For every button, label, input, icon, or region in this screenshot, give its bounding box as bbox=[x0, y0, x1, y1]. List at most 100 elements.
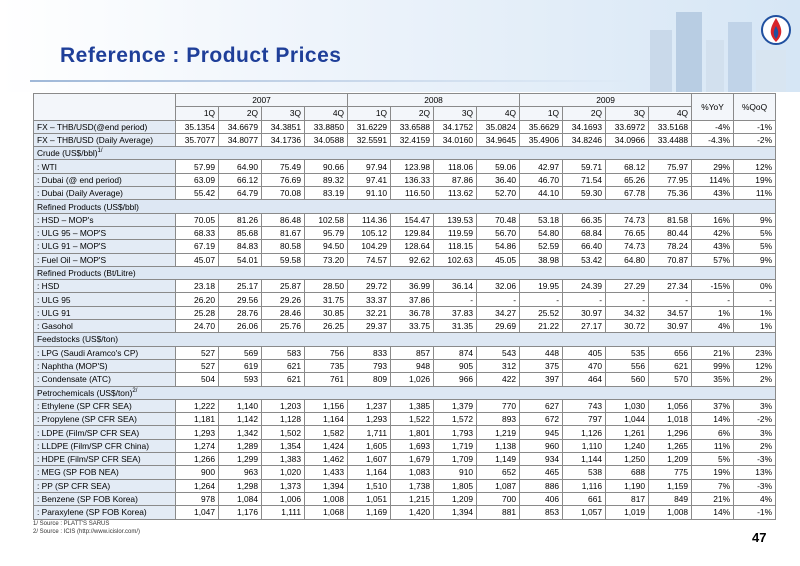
value-cell: 375 bbox=[519, 358, 564, 374]
value-cell: 19% bbox=[733, 172, 777, 188]
row-label: : Condensate (ATC) bbox=[33, 372, 176, 387]
value-cell: 1,299 bbox=[218, 452, 262, 467]
value-cell: 75.36 bbox=[648, 186, 693, 201]
value-cell: 76.69 bbox=[261, 172, 305, 188]
value-cell: 59.71 bbox=[562, 159, 607, 174]
value-cell: -3% bbox=[733, 478, 777, 493]
value-cell: 672 bbox=[519, 412, 564, 427]
value-cell: 1,222 bbox=[175, 398, 219, 414]
value-cell: 102.63 bbox=[433, 252, 478, 267]
value-cell: 1,462 bbox=[303, 452, 349, 467]
value-cell: 1,128 bbox=[261, 412, 305, 427]
value-cell: 1,293 bbox=[175, 425, 219, 440]
value-cell: 900 bbox=[175, 465, 219, 480]
quarter-header: 4Q bbox=[303, 106, 349, 121]
value-cell: 75.49 bbox=[261, 159, 305, 174]
value-cell: -1% bbox=[733, 505, 777, 520]
value-cell: 81.58 bbox=[648, 212, 693, 227]
price-table: 2007 2008 2009 %YoY %QoQ 1Q 2Q 3Q 4Q 1Q 2Q 3Q 4Q 1Q 2Q… bbox=[32, 92, 777, 520]
value-cell: 35.0824 bbox=[476, 119, 521, 134]
value-cell: 12% bbox=[733, 159, 777, 174]
value-cell: 1,801 bbox=[390, 425, 435, 440]
value-cell: 1,126 bbox=[562, 425, 607, 440]
value-cell: 57.99 bbox=[175, 159, 219, 174]
value-cell: 59.30 bbox=[562, 186, 607, 201]
value-cell: 99% bbox=[691, 358, 735, 374]
value-cell: 34.1736 bbox=[261, 132, 305, 148]
value-cell: 817 bbox=[605, 491, 650, 507]
value-cell: 64.79 bbox=[218, 186, 262, 201]
value-cell: 1,289 bbox=[218, 438, 262, 454]
value-cell: 29.69 bbox=[476, 319, 521, 334]
value-cell: 59.58 bbox=[261, 252, 305, 267]
value-cell: 1,693 bbox=[390, 438, 435, 454]
value-cell: - bbox=[648, 292, 693, 307]
value-cell: -2% bbox=[733, 132, 777, 148]
value-cell: 129.84 bbox=[390, 225, 435, 241]
value-cell: 86.48 bbox=[261, 212, 305, 227]
value-cell: 5% bbox=[733, 239, 777, 254]
value-cell: 31.75 bbox=[303, 292, 349, 307]
value-cell: 853 bbox=[519, 505, 564, 520]
year-header: 2009 bbox=[519, 92, 693, 108]
value-cell: 123.98 bbox=[390, 159, 435, 174]
value-cell: 76.65 bbox=[605, 225, 650, 241]
value-cell: 24.70 bbox=[175, 319, 219, 334]
value-cell: 1,020 bbox=[261, 465, 305, 480]
value-cell: 945 bbox=[519, 425, 564, 440]
value-cell: 74.73 bbox=[605, 212, 650, 227]
footnotes: 1/ Source : PLATT'S SARUS 2/ Source : ICI… bbox=[33, 520, 140, 536]
value-cell: 1,266 bbox=[175, 452, 219, 467]
value-cell: 14% bbox=[691, 412, 735, 427]
value-cell: 1,522 bbox=[390, 412, 435, 427]
quarter-header: 2Q bbox=[218, 106, 262, 121]
value-cell: 1,006 bbox=[261, 491, 305, 507]
value-cell: 756 bbox=[303, 345, 349, 360]
value-cell: 406 bbox=[519, 491, 564, 507]
value-cell: 1% bbox=[691, 305, 735, 321]
value-cell: 63.09 bbox=[175, 172, 219, 188]
value-cell: 16% bbox=[691, 212, 735, 227]
data-row: FX – THB/USD (Daily Average) 35.7077 34.80… bbox=[33, 132, 777, 148]
value-cell: 1,420 bbox=[390, 505, 435, 520]
value-cell: 33.5168 bbox=[648, 119, 693, 134]
value-cell: 886 bbox=[519, 478, 564, 493]
value-cell: 1,047 bbox=[175, 505, 219, 520]
row-label: : Dubai (@ end period) bbox=[33, 172, 176, 188]
value-cell: 56.70 bbox=[476, 225, 521, 241]
quarter-header: 1Q bbox=[347, 106, 392, 121]
value-cell: 543 bbox=[476, 345, 521, 360]
value-cell: 1,510 bbox=[347, 478, 392, 493]
header-rule bbox=[30, 80, 630, 82]
value-cell: 5% bbox=[733, 225, 777, 241]
value-cell: 1,138 bbox=[476, 438, 521, 454]
value-cell: 570 bbox=[648, 372, 693, 387]
data-row: : ULG 95 – MOP'S 68.33 85.68 81.67 95.79 105.… bbox=[33, 225, 777, 241]
value-cell: 1,605 bbox=[347, 438, 392, 454]
value-cell: -15% bbox=[691, 279, 735, 294]
value-cell: 0% bbox=[733, 279, 777, 294]
value-cell: 1,215 bbox=[390, 491, 435, 507]
value-cell: 37.86 bbox=[390, 292, 435, 307]
value-cell: 627 bbox=[519, 398, 564, 414]
quarter-header: 4Q bbox=[476, 106, 521, 121]
value-cell: 31.6229 bbox=[347, 119, 392, 134]
row-label: : HDPE (Film/SP CFR SEA) bbox=[33, 452, 176, 467]
value-cell: 465 bbox=[519, 465, 564, 480]
value-cell: 36.40 bbox=[476, 172, 521, 188]
row-label: : Paraxylene (SP FOB Korea) bbox=[33, 505, 176, 520]
value-cell: 68.12 bbox=[605, 159, 650, 174]
building bbox=[706, 40, 724, 92]
value-cell: 905 bbox=[433, 358, 478, 374]
value-cell: 43% bbox=[691, 186, 735, 201]
value-cell: 29.37 bbox=[347, 319, 392, 334]
value-cell: 1,169 bbox=[347, 505, 392, 520]
data-row: : Paraxylene (SP FOB Korea) 1,047 1,176 1,1… bbox=[33, 505, 777, 520]
value-cell: 661 bbox=[562, 491, 607, 507]
value-cell: 1% bbox=[733, 305, 777, 321]
value-cell: 21% bbox=[691, 345, 735, 360]
value-cell: 1,293 bbox=[347, 412, 392, 427]
value-cell: 910 bbox=[433, 465, 478, 480]
value-cell: 102.58 bbox=[303, 212, 349, 227]
